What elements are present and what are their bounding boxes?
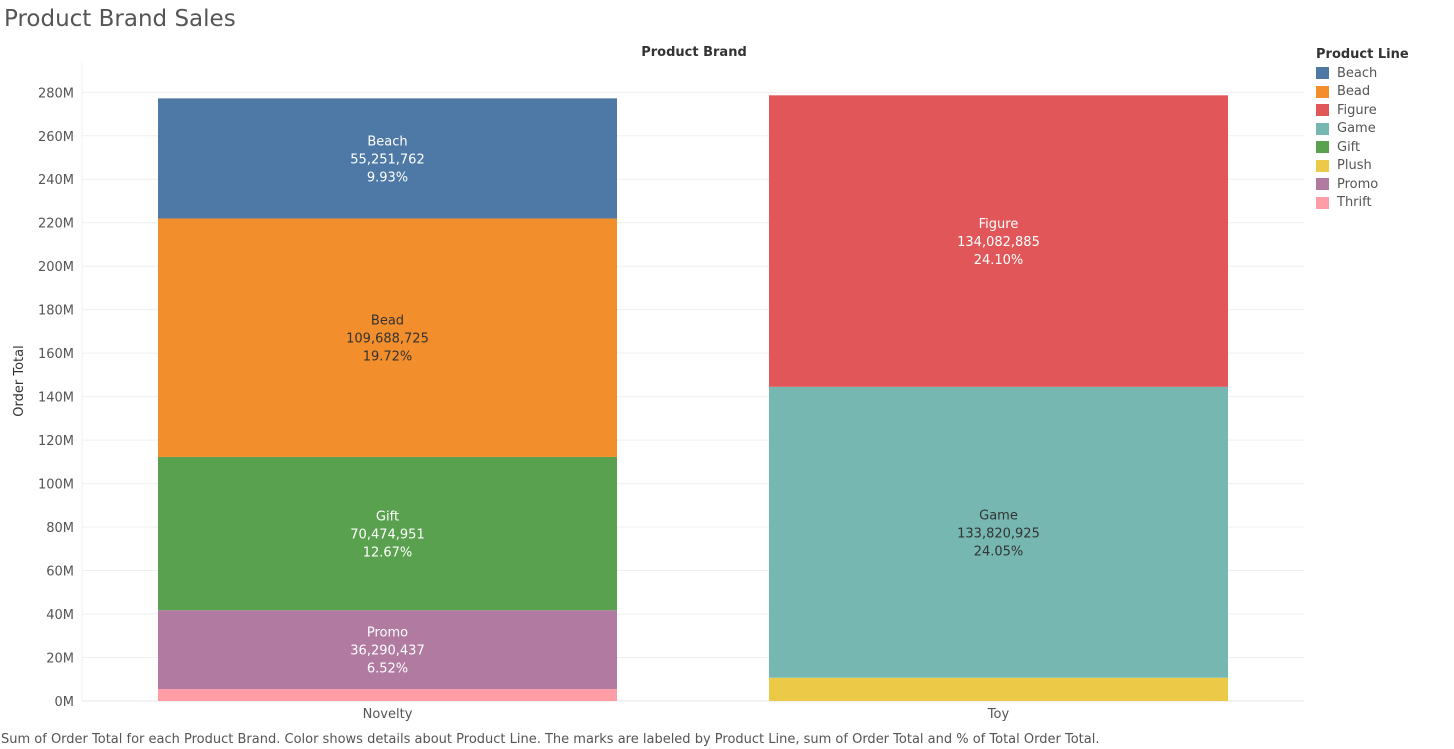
legend-swatch xyxy=(1316,159,1329,172)
segment-value-label: 133,820,925 xyxy=(957,526,1040,541)
y-tick-label: 180M xyxy=(38,304,74,319)
y-tick-label: 220M xyxy=(38,217,74,232)
chart-title: Product Brand Sales xyxy=(4,6,236,32)
segment-value-label: 70,474,951 xyxy=(350,528,424,543)
segment-value-label: 109,688,725 xyxy=(346,332,429,347)
legend-swatch xyxy=(1316,178,1329,191)
y-tick-label: 80M xyxy=(46,521,74,536)
legend-swatch xyxy=(1316,122,1329,135)
legend-swatch xyxy=(1316,141,1329,154)
segment-percent-label: 24.05% xyxy=(974,544,1024,559)
bar-segment xyxy=(158,689,617,701)
segment-name-label: Promo xyxy=(367,626,408,641)
y-tick-label: 140M xyxy=(38,391,74,406)
y-tick-label: 40M xyxy=(46,608,74,623)
legend-label: Promo xyxy=(1337,176,1379,192)
x-tick-label: Toy xyxy=(987,707,1010,722)
legend-label: Gift xyxy=(1337,139,1361,155)
y-tick-label: 120M xyxy=(38,434,74,449)
segment-percent-label: 9.93% xyxy=(367,170,408,185)
legend-swatch xyxy=(1316,85,1329,98)
y-tick-label: 280M xyxy=(38,86,74,101)
segment-value-label: 55,251,762 xyxy=(350,152,424,167)
segment-percent-label: 12.67% xyxy=(363,546,413,561)
legend-item[interactable]: Bead xyxy=(1316,83,1446,102)
bar-segment xyxy=(769,95,1228,387)
segment-name-label: Figure xyxy=(979,217,1019,232)
segment-value-label: 36,290,437 xyxy=(350,644,424,659)
y-tick-label: 160M xyxy=(38,347,74,362)
chart-caption: Sum of Order Total for each Product Bran… xyxy=(1,732,1100,747)
y-tick-label: 260M xyxy=(38,130,74,145)
y-tick-label: 100M xyxy=(38,478,74,493)
y-tick-label: 20M xyxy=(46,652,74,667)
legend-label: Plush xyxy=(1337,158,1372,174)
y-tick-label: 240M xyxy=(38,173,74,188)
legend-label: Figure xyxy=(1337,102,1377,118)
y-tick-label: 0M xyxy=(55,695,75,710)
segment-percent-label: 24.10% xyxy=(974,253,1024,268)
legend-item[interactable]: Game xyxy=(1316,120,1446,139)
segment-percent-label: 19.72% xyxy=(363,350,413,365)
segment-value-label: 134,082,885 xyxy=(957,235,1040,250)
legend-item[interactable]: Beach xyxy=(1316,64,1446,83)
y-axis-title: Order Total xyxy=(12,345,27,416)
legend-item[interactable]: Thrift xyxy=(1316,194,1446,213)
legend-swatch xyxy=(1316,104,1329,117)
bar-segment xyxy=(158,456,617,611)
segment-name-label: Bead xyxy=(371,314,404,329)
legend-swatch xyxy=(1316,67,1329,80)
column-header: Product Brand xyxy=(641,45,747,60)
legend-item[interactable]: Promo xyxy=(1316,175,1446,194)
y-tick-label: 60M xyxy=(46,565,74,580)
legend-item[interactable]: Plush xyxy=(1316,157,1446,176)
segment-name-label: Game xyxy=(979,508,1018,523)
bar-segment xyxy=(158,218,617,457)
segment-name-label: Beach xyxy=(367,134,407,149)
legend-label: Beach xyxy=(1337,65,1378,81)
legend-item[interactable]: Gift xyxy=(1316,138,1446,157)
legend-title: Product Line xyxy=(1316,47,1409,62)
bar-segment xyxy=(158,610,617,690)
segment-percent-label: 6.52% xyxy=(367,662,408,677)
legend-label: Thrift xyxy=(1337,195,1372,211)
legend: Product Line Beach Bead Figure Game Gift… xyxy=(1316,46,1446,212)
segment-name-label: Gift xyxy=(376,510,399,525)
legend-label: Game xyxy=(1337,121,1376,137)
bar-segment xyxy=(158,98,617,219)
y-tick-label: 200M xyxy=(38,260,74,275)
x-tick-label: Novelty xyxy=(363,707,413,722)
legend-swatch xyxy=(1316,196,1329,209)
legend-item[interactable]: Figure xyxy=(1316,101,1446,120)
bar-segment xyxy=(769,386,1228,678)
bar-segment xyxy=(769,677,1228,701)
legend-label: Bead xyxy=(1337,84,1371,100)
